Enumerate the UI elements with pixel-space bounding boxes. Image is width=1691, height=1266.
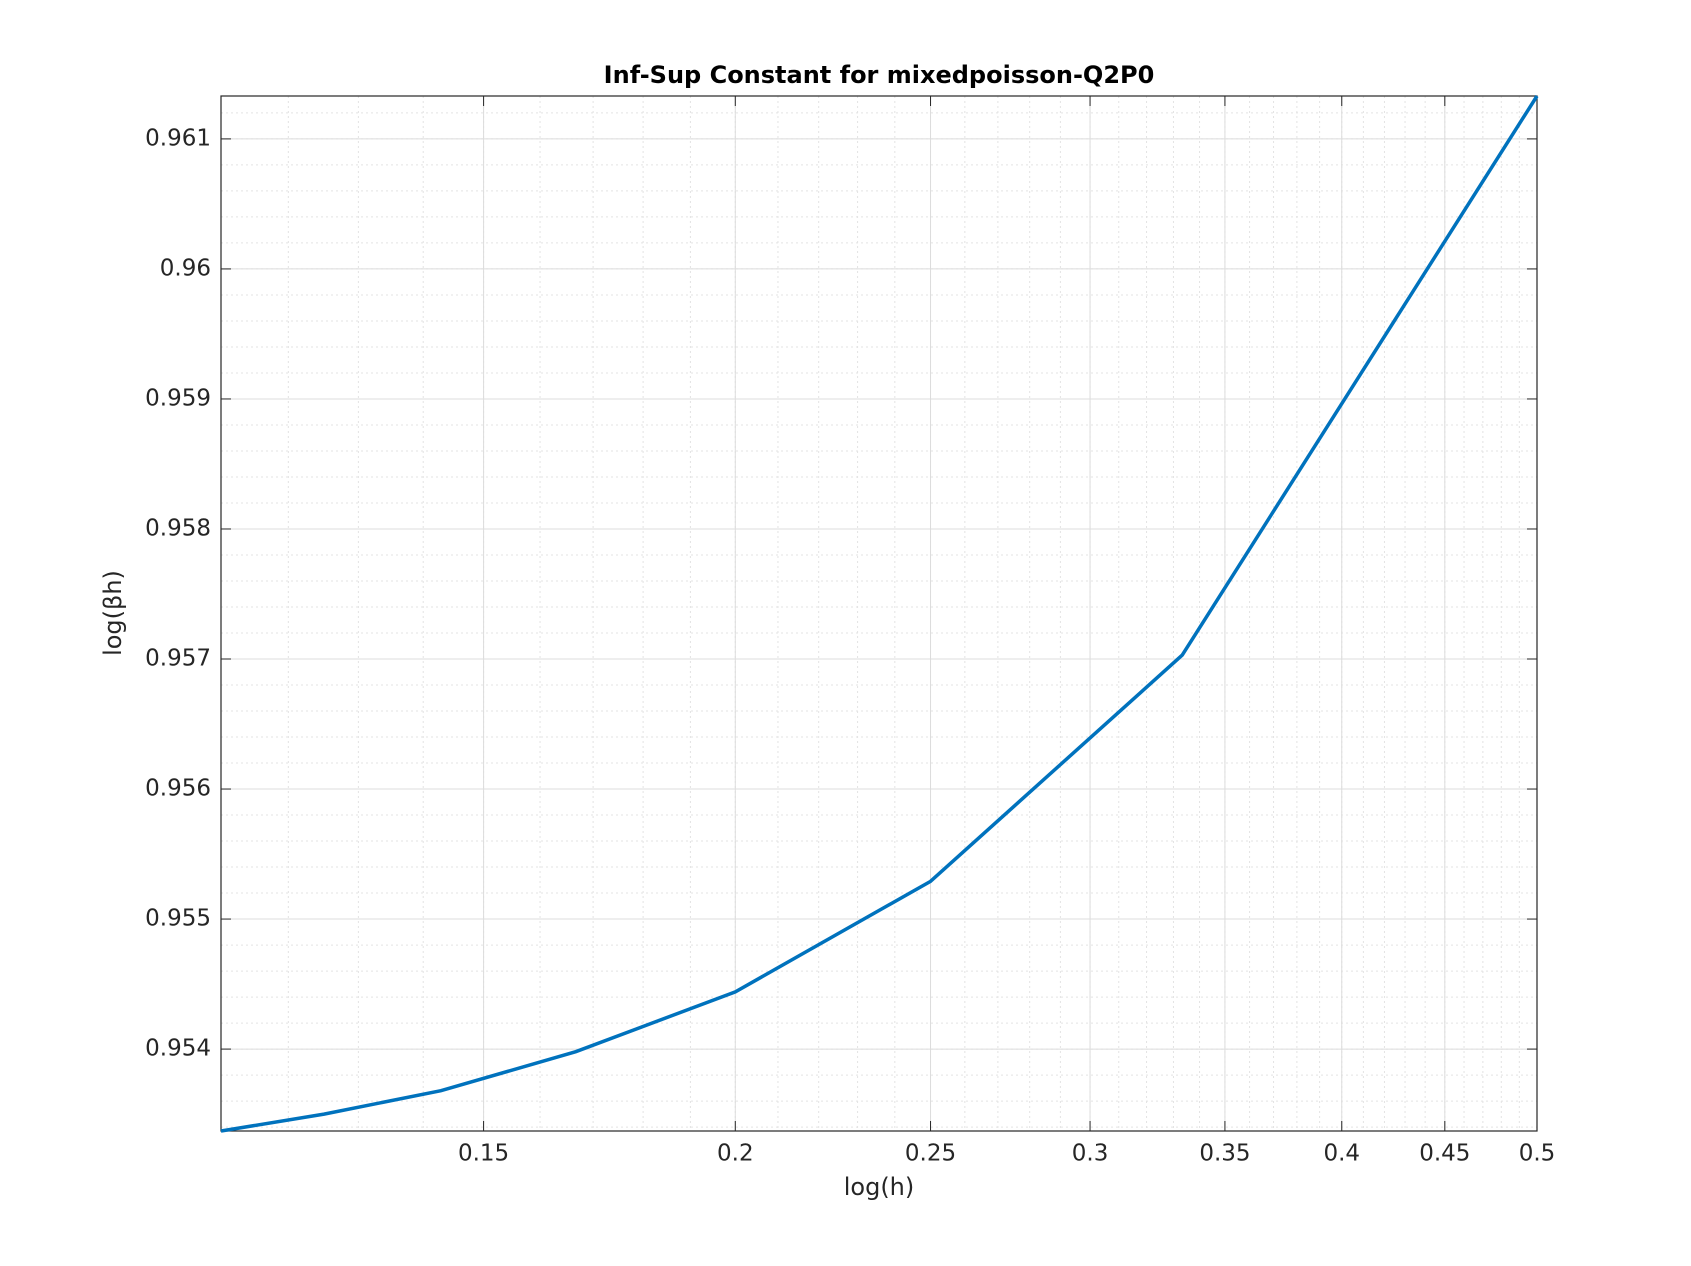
y-tick-label: 0.955 <box>145 906 211 932</box>
y-tick-label: 0.958 <box>145 515 211 541</box>
x-axis-label: log(h) <box>844 1173 915 1201</box>
y-tick-label: 0.957 <box>145 646 211 672</box>
y-tick-label: 0.961 <box>145 125 211 151</box>
x-tick-label: 0.15 <box>458 1141 509 1167</box>
y-tick-label: 0.954 <box>145 1036 211 1062</box>
chart-title: Inf-Sup Constant for mixedpoisson-Q2P0 <box>604 61 1155 89</box>
x-tick-label: 0.35 <box>1199 1141 1250 1167</box>
y-tick-label: 0.96 <box>160 255 211 281</box>
y-tick-label: 0.959 <box>145 385 211 411</box>
y-tick-label: 0.956 <box>145 776 211 802</box>
y-axis-label: log(βh) <box>99 570 127 656</box>
axes-frame <box>220 95 1538 1132</box>
x-tick-label: 0.5 <box>1519 1141 1556 1167</box>
x-tick-label: 0.45 <box>1419 1141 1470 1167</box>
data-line <box>220 95 1539 1133</box>
x-tick-label: 0.3 <box>1072 1141 1109 1167</box>
x-tick-label: 0.4 <box>1323 1141 1360 1167</box>
x-tick-label: 0.2 <box>717 1141 754 1167</box>
x-tick-label: 0.25 <box>905 1141 956 1167</box>
